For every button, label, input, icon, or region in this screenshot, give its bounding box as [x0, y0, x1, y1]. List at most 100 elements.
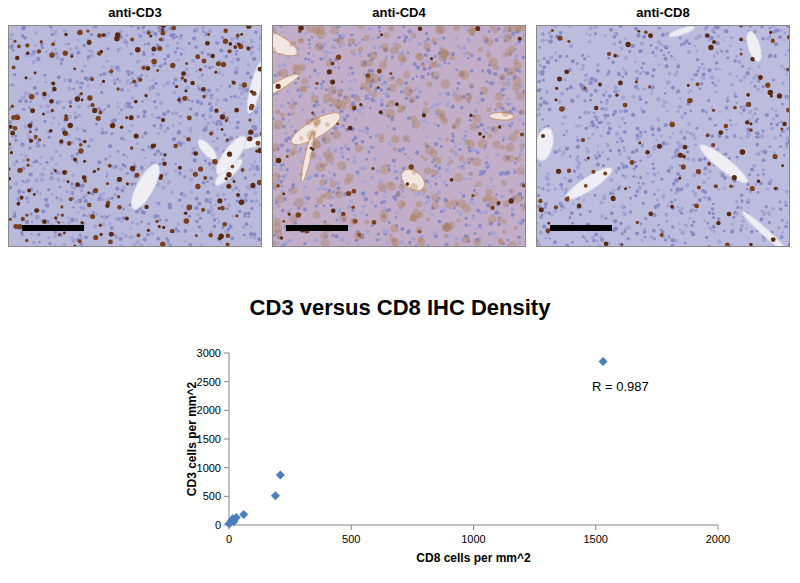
nucleus	[39, 192, 42, 195]
nucleus	[201, 26, 205, 30]
nucleus	[22, 108, 25, 111]
nucleus	[197, 202, 201, 206]
nucleus	[26, 179, 30, 183]
nucleus	[153, 153, 156, 156]
nucleus	[164, 62, 167, 65]
nucleus	[180, 52, 184, 56]
nucleus	[419, 91, 422, 94]
nucleus	[507, 84, 510, 87]
stained-cell	[241, 168, 245, 172]
nucleus	[391, 56, 394, 59]
nucleus	[72, 186, 76, 190]
nucleus	[162, 85, 165, 88]
nucleus	[371, 69, 374, 72]
stained-cell	[81, 99, 84, 102]
nucleus	[469, 177, 472, 180]
nucleus	[520, 140, 522, 142]
nucleus	[296, 88, 300, 92]
nucleus	[341, 238, 345, 242]
nucleus	[64, 43, 67, 46]
stained-cell	[185, 62, 188, 65]
nucleus	[514, 43, 517, 46]
stained-cell	[226, 184, 231, 189]
stained-cell	[49, 99, 54, 104]
nucleus	[166, 81, 170, 85]
nucleus	[451, 105, 455, 109]
nucleus	[12, 162, 16, 166]
nucleus	[347, 158, 349, 160]
nucleus	[314, 204, 317, 207]
nucleus	[492, 185, 495, 188]
stained-cell	[220, 206, 225, 211]
nucleus	[408, 241, 412, 245]
stained-cell	[98, 223, 102, 227]
nucleus	[230, 37, 234, 41]
stained-cell	[33, 193, 36, 196]
stained-cell	[29, 130, 32, 133]
nucleus	[502, 136, 506, 140]
nucleus	[380, 82, 383, 85]
nucleus	[97, 160, 101, 164]
stained-cell	[120, 125, 124, 129]
nucleus	[76, 199, 79, 202]
nucleus	[108, 214, 111, 217]
stained-cell	[221, 62, 226, 67]
nucleus	[114, 82, 117, 85]
stained-cell	[134, 100, 138, 104]
nucleus	[200, 229, 203, 232]
nucleus	[139, 35, 142, 38]
nucleus	[430, 105, 434, 109]
nucleus	[253, 236, 257, 240]
nucleus	[62, 221, 65, 224]
nucleus	[383, 108, 386, 111]
nucleus	[130, 227, 133, 230]
stained-cell	[93, 188, 98, 193]
nucleus	[30, 164, 33, 167]
nucleus	[166, 54, 170, 58]
stained-cell	[117, 205, 122, 210]
nucleus	[213, 218, 217, 222]
nucleus	[189, 168, 193, 172]
nucleus	[169, 33, 173, 37]
nucleus	[44, 198, 48, 202]
stained-cell	[13, 126, 18, 131]
stained-cell	[240, 33, 243, 36]
nucleus	[135, 210, 139, 214]
nucleus	[341, 156, 344, 159]
nucleus	[140, 166, 144, 170]
nucleus	[521, 164, 523, 166]
nucleus	[208, 162, 212, 166]
nucleus	[361, 191, 365, 195]
nucleus	[437, 38, 440, 41]
nucleus	[311, 61, 314, 64]
nucleus	[362, 130, 366, 134]
nucleus	[364, 197, 368, 201]
nucleus	[90, 33, 93, 36]
nucleus	[89, 138, 93, 142]
nucleus	[229, 121, 232, 124]
nucleus	[189, 107, 192, 110]
nucleus	[209, 198, 213, 202]
nucleus	[191, 59, 195, 63]
nucleus	[480, 98, 484, 102]
nucleus	[192, 147, 196, 151]
nucleus	[367, 150, 370, 153]
nucleus	[201, 51, 204, 54]
nucleus	[435, 177, 437, 179]
nucleus	[54, 48, 57, 51]
nucleus	[164, 129, 168, 133]
nucleus	[35, 144, 39, 148]
nucleus	[136, 142, 139, 145]
stained-cell	[175, 85, 178, 88]
nucleus	[250, 225, 253, 228]
stained-cell	[52, 87, 57, 92]
nucleus	[330, 51, 333, 54]
stained-cell	[54, 169, 57, 172]
nucleus	[215, 88, 219, 92]
nucleus	[109, 155, 112, 158]
nucleus	[511, 32, 515, 36]
stained-cell	[226, 138, 229, 141]
nucleus	[313, 69, 317, 73]
nucleus	[463, 177, 467, 181]
nucleus	[347, 242, 350, 245]
